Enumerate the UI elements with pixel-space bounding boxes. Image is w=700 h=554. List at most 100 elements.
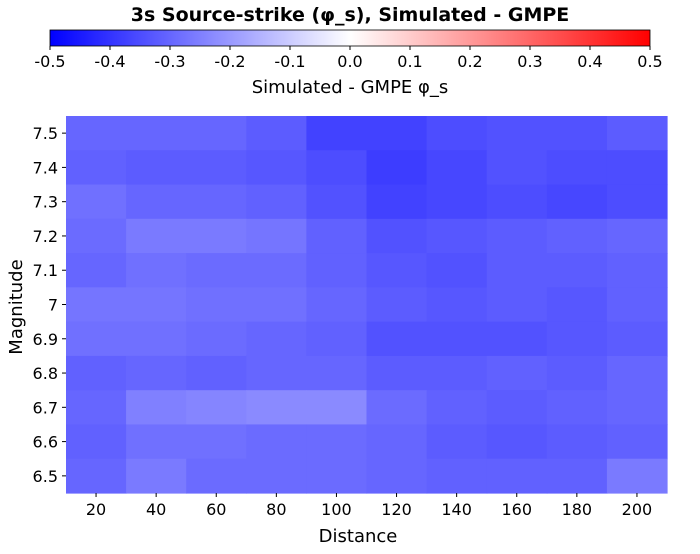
colorbar-tick-label: 0.0: [337, 52, 362, 71]
heatmap-cell: [606, 218, 668, 254]
heatmap-cell: [66, 458, 127, 494]
heatmap-cell: [486, 253, 548, 288]
colorbar-ticks: -0.5 -0.4 -0.3 -0.2 -0.1 0.0 0.1 0.2 0.3 0.4 0.5: [34, 46, 663, 71]
x-tick-label: 200: [622, 500, 653, 519]
y-axis-label: Magnitude: [6, 259, 27, 354]
heatmap-cell: [366, 253, 428, 288]
heatmap-cell: [126, 150, 187, 186]
heatmap-cell: [126, 321, 187, 357]
heatmap-cell: [186, 355, 247, 391]
heatmap-cell: [66, 390, 127, 426]
heatmap-cell: [246, 321, 307, 357]
heatmap-cell: [426, 253, 488, 288]
heatmap-cell: [486, 218, 548, 254]
colorbar-tick-label: -0.4: [94, 52, 125, 71]
heatmap-cell: [66, 116, 127, 151]
heatmap-cell: [366, 287, 428, 323]
colorbar-tick-label: 0.3: [517, 52, 542, 71]
heatmap-cell: [486, 287, 548, 323]
heatmap-cell: [546, 390, 608, 426]
heatmap-cell: [186, 218, 247, 254]
colorbar: [49, 29, 651, 47]
chart-title: 3s Source-strike (φ_s), Simulated - GMPE: [131, 4, 570, 26]
heatmap-cell: [246, 116, 307, 151]
x-axis-label: Distance: [319, 526, 398, 547]
heatmap-cell: [126, 184, 187, 220]
heatmap-cell: [546, 355, 608, 391]
heatmap-cell: [306, 458, 368, 494]
heatmap-cell: [186, 184, 247, 220]
heatmap-cell: [546, 184, 608, 220]
heatmap-cell: [306, 184, 368, 220]
heatmap-cell: [66, 184, 127, 220]
heatmap-cell: [486, 458, 548, 494]
heatmap-cell: [126, 287, 187, 323]
heatmap-cell: [246, 390, 307, 426]
heatmap-cell: [606, 287, 668, 323]
heatmap-cell: [426, 150, 488, 186]
heatmap-cell: [306, 218, 368, 254]
x-tick-label: 40: [146, 500, 166, 519]
y-tick-label: 6.5: [33, 467, 58, 486]
heatmap-cell: [546, 287, 608, 323]
heatmap-cell: [606, 150, 668, 186]
heatmap-cell: [426, 424, 488, 460]
heatmap-cell: [606, 458, 668, 494]
colorbar-label: Simulated - GMPE φ_s: [252, 77, 449, 98]
heatmap-cell: [186, 253, 247, 288]
heatmap-cell: [546, 116, 608, 151]
colorbar-tick-label: -0.2: [214, 52, 245, 71]
x-tick-label: 100: [321, 500, 352, 519]
heatmap-cell: [606, 321, 668, 357]
heatmap-cell: [366, 218, 428, 254]
heatmap-cell: [426, 218, 488, 254]
heatmap-cell: [246, 424, 307, 460]
heatmap-cell: [246, 150, 307, 186]
heatmap-cells: [66, 116, 668, 494]
heatmap-cell: [486, 390, 548, 426]
heatmap-cell: [246, 355, 307, 391]
heatmap-cell: [66, 355, 127, 391]
y-tick-label: 6.7: [33, 398, 58, 417]
y-axis-ticks: 7.5 7.4 7.3 7.2 7.1 7 6.9 6.8 6.7 6.6 6.5: [33, 124, 66, 486]
heatmap-cell: [546, 253, 608, 288]
x-tick-label: 80: [266, 500, 286, 519]
heatmap-cell: [306, 150, 368, 186]
heatmap-cell: [126, 253, 187, 288]
y-tick-label: 7: [48, 296, 58, 315]
heatmap-cell: [546, 321, 608, 357]
heatmap-cell: [606, 355, 668, 391]
heatmap-cell: [66, 218, 127, 254]
heatmap-cell: [246, 184, 307, 220]
heatmap-cell: [246, 458, 307, 494]
heatmap-cell: [426, 355, 488, 391]
y-tick-label: 6.8: [33, 364, 58, 383]
heatmap-cell: [426, 287, 488, 323]
y-tick-label: 6.6: [33, 433, 58, 452]
heatmap-cell: [186, 116, 247, 151]
heatmap-cell: [246, 218, 307, 254]
heatmap-cell: [366, 458, 428, 494]
heatmap-cell: [126, 116, 187, 151]
heatmap-cell: [486, 116, 548, 151]
heatmap-cell: [426, 116, 488, 151]
colorbar-tick-label: 0.1: [397, 52, 422, 71]
heatmap-cell: [486, 355, 548, 391]
heatmap-cell: [126, 458, 187, 494]
heatmap-cell: [486, 184, 548, 220]
heatmap-cell: [66, 424, 127, 460]
heatmap-cell: [486, 424, 548, 460]
heatmap-cell: [186, 287, 247, 323]
colorbar-tick-label: -0.5: [34, 52, 65, 71]
heatmap-cell: [126, 390, 187, 426]
heatmap-cell: [606, 116, 668, 151]
heatmap-cell: [66, 253, 127, 288]
heatmap-cell: [606, 390, 668, 426]
heatmap-cell: [606, 184, 668, 220]
heatmap-cell: [246, 287, 307, 323]
heatmap-cell: [606, 253, 668, 288]
colorbar-tick-label: 0.5: [637, 52, 662, 71]
heatmap-cell: [366, 184, 428, 220]
heatmap-cell: [186, 321, 247, 357]
